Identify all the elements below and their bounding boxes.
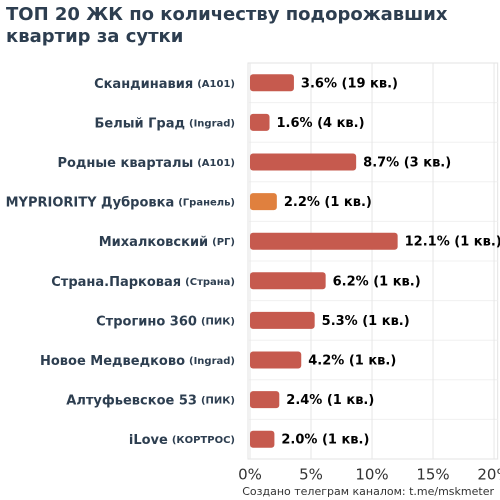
value-label: 2.4% (1 кв.) [286,393,374,408]
y-tick-label: iLove (КОРТРОС) [129,433,235,448]
developer-name: (ПИК) [201,396,235,407]
category-name: Страна.Парковая [51,274,181,289]
developer-name: (ПИК) [201,316,235,327]
developer-name: (Страна) [185,277,235,288]
category-name: Строгино 360 [96,314,197,329]
bar [250,311,315,329]
developer-name: (КОРТРОС) [172,435,235,446]
value-label: 1.6% (4 кв.) [277,116,365,131]
value-label: 2.2% (1 кв.) [284,195,372,210]
y-tick-label: Строгино 360 (ПИК) [96,314,235,329]
bar [250,113,270,131]
y-tick-label: Алтуфьевское 53 (ПИК) [66,393,235,408]
footer: Создано телеграм каналом: t.me/mskmeter [242,485,494,498]
bar [250,391,280,409]
value-label: 4.2% (1 кв.) [308,354,396,369]
category-name: Алтуфьевское 53 [66,393,197,408]
bar [250,272,326,290]
bar [250,193,277,211]
developer-name: (Ingrad) [189,356,235,367]
bar [250,430,275,448]
developer-name: (Ingrad) [189,118,235,129]
value-label: 2.0% (1 кв.) [281,433,369,448]
x-tick-label: 5% [299,466,323,484]
value-label: 5.3% (1 кв.) [322,314,410,329]
y-tick-label: MYPRIORITY Дубровка (Гранель) [6,195,235,210]
x-tick-label: 20% [477,466,500,484]
bar [250,74,294,92]
value-label: 3.6% (19 кв.) [301,76,398,91]
category-name: Скандинавия [94,76,193,91]
developer-name: (А101) [197,79,235,90]
bar [250,153,357,171]
value-label: 6.2% (1 кв.) [333,274,421,289]
category-name: Белый Град [95,116,186,131]
y-tick-label: Михалковский (РГ) [99,235,235,250]
category-name: MYPRIORITY Дубровка [6,195,175,210]
developer-name: (Гранель) [178,198,235,209]
category-name: Новое Медведково [40,354,185,369]
y-tick-label: Страна.Парковая (Страна) [51,274,235,289]
y-tick-label: Скандинавия (А101) [94,76,235,91]
category-name: Михалковский [99,235,208,250]
bar [250,232,398,250]
y-tick-label: Белый Град (Ingrad) [95,116,235,131]
value-label: 12.1% (1 кв.) [405,235,500,250]
developer-name: (А101) [197,158,235,169]
bar [250,351,302,369]
developer-name: (РГ) [212,237,235,248]
category-name: iLove [129,433,168,448]
value-label: 8.7% (3 кв.) [363,156,451,171]
category-name: Родные кварталы [57,156,193,171]
y-tick-label: Родные кварталы (А101) [57,156,235,171]
chart-title: ТОП 20 ЖК по количеству подорожавших ква… [6,4,448,47]
y-tick-label: Новое Медведково (Ingrad) [40,354,235,369]
x-tick-label: 10% [355,466,388,484]
x-tick-label: 0% [238,466,262,484]
x-tick-label: 15% [416,466,449,484]
